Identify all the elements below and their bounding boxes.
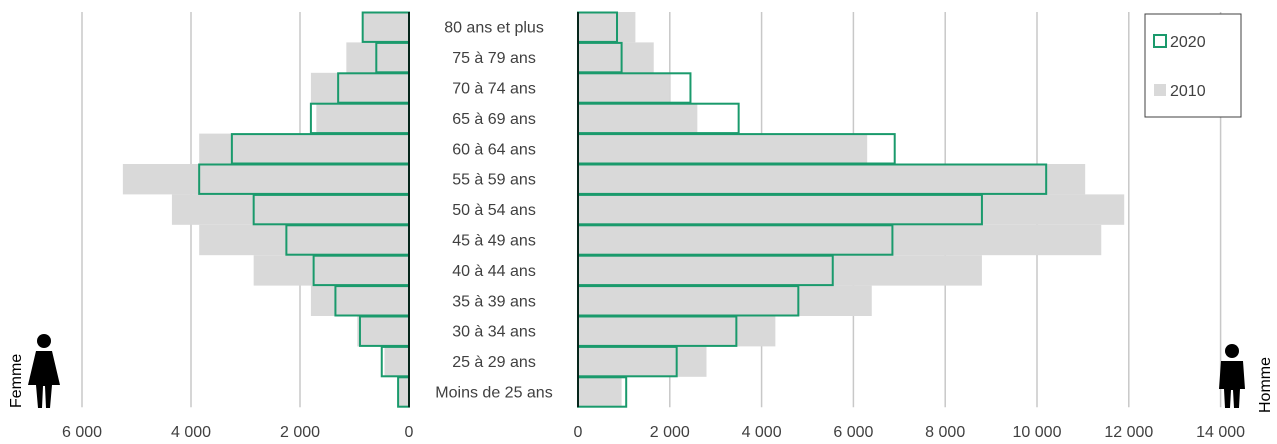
bar-2010-femme xyxy=(253,255,409,286)
category-label: 35 à 39 ans xyxy=(452,293,536,310)
legend-box xyxy=(1144,13,1242,118)
bar-2010-homme xyxy=(578,103,698,134)
tick-label-homme: 14 000 xyxy=(1196,424,1245,441)
bar-2010-homme xyxy=(578,224,1102,256)
tick-label-femme: 2 000 xyxy=(280,424,320,441)
bar-2010-homme xyxy=(578,72,670,104)
bar-2010-homme xyxy=(578,255,982,286)
bar-2010-femme xyxy=(384,346,409,377)
tick-label-homme: 0 xyxy=(574,424,583,441)
bar-2010-homme xyxy=(578,164,1086,195)
bar-2010-homme xyxy=(578,194,1125,225)
bar-2010-femme xyxy=(398,376,409,408)
category-label: 30 à 34 ans xyxy=(452,324,536,341)
tick-label-homme: 12 000 xyxy=(1104,424,1153,441)
category-labels: 80 ans et plus 75 à 79 ans 70 à 74 ans 65 à… xyxy=(435,20,552,402)
bar-2010-femme xyxy=(346,42,409,73)
bar-2010-femme xyxy=(357,316,409,347)
bar-2010-homme xyxy=(578,285,872,316)
tick-label-homme: 6 000 xyxy=(833,424,873,441)
bar-2010-femme xyxy=(362,12,409,43)
bar-2010-homme xyxy=(578,133,868,164)
legend: 2020 2010 xyxy=(1144,13,1242,118)
tick-label-homme: 10 000 xyxy=(1013,424,1062,441)
female-icon xyxy=(28,334,60,408)
bar-2010-femme xyxy=(310,72,409,104)
legend-label-2010: 2010 xyxy=(1170,83,1206,100)
category-label: 70 à 74 ans xyxy=(452,81,536,98)
male-label: Homme xyxy=(1257,357,1274,413)
bar-2010-femme xyxy=(199,224,409,256)
female-label: Femme xyxy=(8,354,25,408)
bar-2010-femme xyxy=(310,285,409,316)
bar-2010-homme xyxy=(578,346,707,377)
category-label: 50 à 54 ans xyxy=(452,202,536,219)
bar-2010-femme xyxy=(199,133,409,164)
tick-label-homme: 8 000 xyxy=(925,424,965,441)
legend-swatch-2010 xyxy=(1154,84,1166,96)
category-label: 40 à 44 ans xyxy=(452,263,536,280)
axes xyxy=(408,12,579,408)
tick-label-femme: 6 000 xyxy=(62,424,102,441)
bar-2010-femme xyxy=(171,194,409,225)
tick-label-femme: 4 000 xyxy=(171,424,211,441)
tick-label-homme: 2 000 xyxy=(650,424,690,441)
bar-2010-homme xyxy=(578,316,776,347)
bar-2010-homme xyxy=(578,12,636,43)
female-marker: Femme xyxy=(8,334,60,408)
male-icon xyxy=(1219,344,1245,408)
category-label: 60 à 64 ans xyxy=(452,141,536,158)
bar-2010-femme xyxy=(122,164,409,195)
bar-2010-homme xyxy=(578,376,622,408)
tick-label-femme: 0 xyxy=(405,424,414,441)
series-2010-bars xyxy=(122,12,1125,408)
category-label: 55 à 59 ans xyxy=(452,172,536,189)
category-label: 75 à 79 ans xyxy=(452,50,536,67)
male-marker: Homme xyxy=(1219,344,1274,413)
tick-label-homme: 4 000 xyxy=(742,424,782,441)
category-label: 65 à 69 ans xyxy=(452,111,536,128)
legend-swatch-2020 xyxy=(1153,34,1167,48)
category-label: 80 ans et plus xyxy=(444,20,544,37)
bar-2010-homme xyxy=(578,42,654,73)
bar-2010-femme xyxy=(316,103,409,134)
tick-labels: 0 2 000 4 000 6 000 0 2 000 4 000 6 000 8 000 10 … xyxy=(62,424,1245,441)
category-label: 25 à 29 ans xyxy=(452,354,536,371)
legend-label-2020: 2020 xyxy=(1170,34,1206,51)
category-label: 45 à 49 ans xyxy=(452,233,536,250)
category-label: Moins de 25 ans xyxy=(435,385,552,402)
